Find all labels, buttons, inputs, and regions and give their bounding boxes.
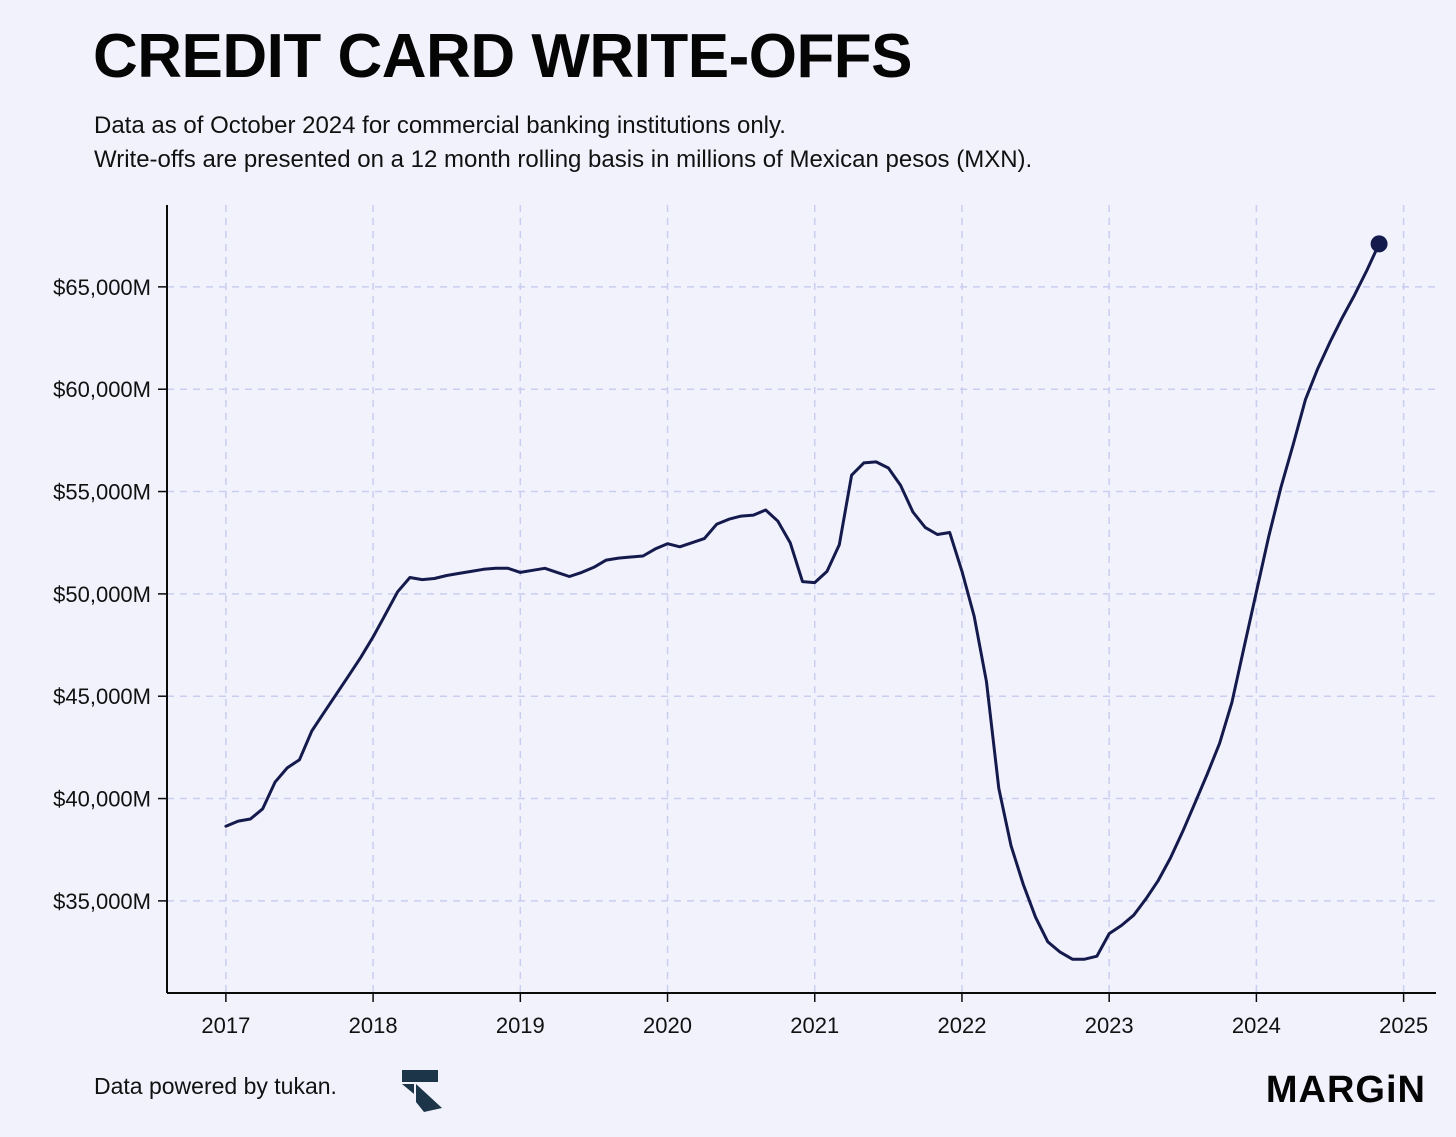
y-tick-label: $45,000M [53, 684, 151, 709]
y-tick-label: $65,000M [53, 275, 151, 300]
x-tick-label: 2022 [937, 1013, 986, 1038]
chart-subtitle-line-2: Write-offs are presented on a 12 month r… [94, 146, 1033, 173]
tukan-logo-icon [398, 1064, 444, 1114]
tukan-logo-wing [416, 1084, 442, 1112]
tukan-logo-beak [402, 1084, 414, 1094]
x-tick-label: 2023 [1085, 1013, 1134, 1038]
data-source-note: Data powered by tukan. [94, 1073, 337, 1099]
x-tick-label: 2019 [496, 1013, 545, 1038]
series-layer [224, 235, 1388, 961]
x-tick-label: 2025 [1379, 1013, 1428, 1038]
axes [158, 205, 1436, 1002]
x-tick-label: 2017 [201, 1013, 250, 1038]
x-tick-label: 2018 [349, 1013, 398, 1038]
grid-lines [167, 205, 1436, 993]
x-tick-label: 2020 [643, 1013, 692, 1038]
chart-title: CREDIT CARD WRITE-OFFS [93, 22, 913, 91]
x-tick-label: 2024 [1232, 1013, 1281, 1038]
y-tick-label: $60,000M [53, 377, 151, 402]
tukan-logo-bar [402, 1070, 438, 1082]
y-tick-label: $50,000M [53, 582, 151, 607]
margin-brand-logo: MARGiN [1265, 1069, 1426, 1111]
series-line [224, 242, 1381, 961]
y-tick-label: $40,000M [53, 787, 151, 812]
chart-subtitle-line-1: Data as of October 2024 for commercial b… [94, 112, 786, 139]
y-tick-label: $55,000M [53, 480, 151, 505]
end-point-marker [1370, 235, 1388, 253]
x-tick-label: 2021 [790, 1013, 839, 1038]
y-tick-label: $35,000M [53, 889, 151, 914]
tick-labels: 2017 2018 2019 2020 2021 2022 2023 2024 2025 $35,… [53, 275, 1428, 1038]
